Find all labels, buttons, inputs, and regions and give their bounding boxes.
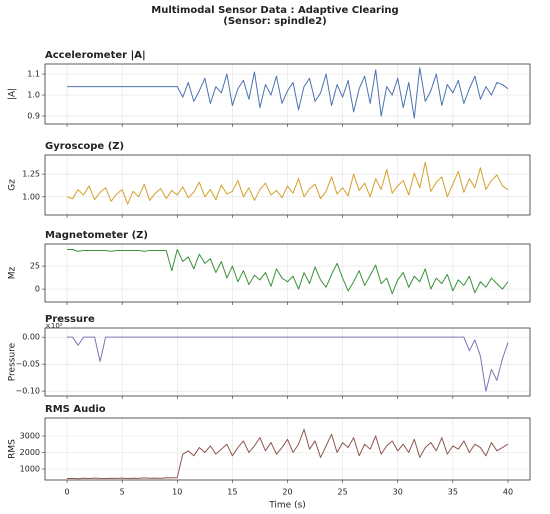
y-tick-label: 1.0 [27,91,40,100]
x-tick-label: 20 [282,488,292,497]
data-line [67,428,509,480]
x-tick-label: 15 [227,488,237,497]
x-tick-label: 10 [172,488,182,497]
data-line [66,161,509,205]
y-axis-label: Pressure [8,342,18,381]
panel-title: Accelerometer |A| [45,50,146,61]
x-axis-label: Time (s) [268,501,306,511]
panel-title: Pressure [45,314,95,325]
figure-subtitle: (Sensor: spindle2) [223,16,326,27]
y-tick-label: 25 [30,262,40,271]
x-tick-label: 30 [393,488,403,497]
panel-title: RMS Audio [45,404,106,415]
y-axis-label: Gz [8,179,18,191]
y-tick-label: 3000 [20,431,40,440]
panel-title: Magnetometer (Z) [45,230,148,241]
y-tick-label: 1.1 [27,70,40,79]
plot-frame [44,243,531,303]
x-tick-label: 25 [338,488,348,497]
y-tick-label: 1000 [20,464,40,473]
x-tick-label: 40 [503,488,513,497]
data-line [67,67,509,119]
x-tick-label: 35 [448,488,458,497]
x-tick-label: 5 [120,488,125,497]
y-tick-label: 0.9 [27,112,40,121]
y-axis-label: RMS [8,439,18,459]
plot-frame [44,63,531,125]
plot-frame [44,327,531,397]
plot-frame [44,154,531,216]
y-tick-label: 2000 [20,448,40,457]
y-tick-label: 0.00 [22,333,40,342]
panel-title: Gyroscope (Z) [45,141,124,152]
figure-title: Multimodal Sensor Data : Adaptive Cleari… [151,5,398,16]
y-tick-label: 0 [35,285,40,294]
y-axis-label: Mz [8,266,18,279]
y-axis-label: |A| [8,88,18,100]
y-tick-label: 1.25 [22,170,40,179]
y-tick-label: −0.05 [15,360,40,369]
y-tick-label: 1.00 [22,192,40,201]
y-tick-label: −0.10 [15,387,40,396]
plot-frame [44,417,531,481]
y-offset-label: ×10² [45,322,63,330]
data-line [67,336,509,392]
x-tick-label: 0 [64,488,69,497]
data-line [67,249,509,295]
